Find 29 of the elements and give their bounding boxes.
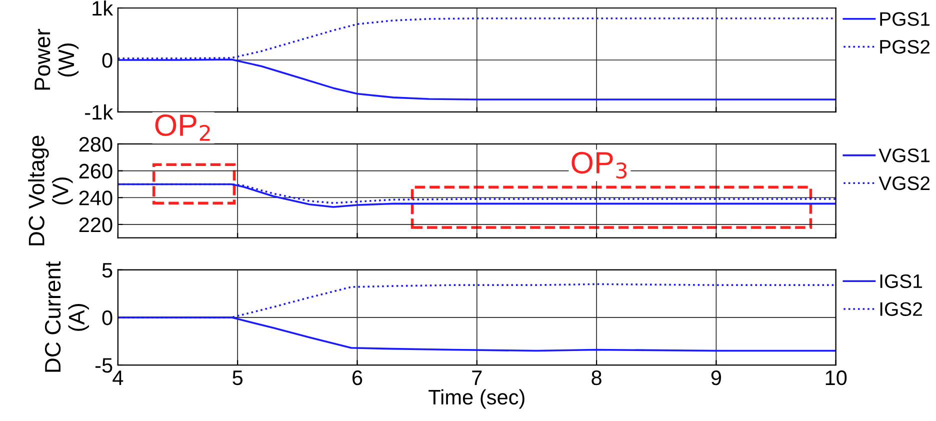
x-tick-label: 9 xyxy=(711,370,721,386)
annotation: OP$_{3}$ xyxy=(572,152,627,179)
x-tick-label: 4 xyxy=(112,370,124,385)
text: VGS2 xyxy=(878,176,930,190)
x-tick-label: 7 xyxy=(472,370,482,385)
legend-label: IGS2 xyxy=(880,302,922,316)
legend-label: PGS2 xyxy=(880,40,930,54)
y-tick-label: 1k xyxy=(92,0,114,16)
y-tick-label: 240 xyxy=(79,190,112,206)
x-tick-label: 10 xyxy=(826,370,847,386)
x-tick-label: 5 xyxy=(232,370,243,386)
legend-label: IGS1 xyxy=(880,274,922,288)
text: VGS1 xyxy=(878,148,930,162)
y-tick-label: -1k xyxy=(85,104,114,120)
y-tick-label: 280 xyxy=(79,136,112,152)
y-axis-title: Power (W) xyxy=(34,28,79,90)
y-tick-label: 0 xyxy=(102,310,112,326)
y-tick-label: 220 xyxy=(79,217,112,232)
legend-label: PGS1 xyxy=(880,12,930,26)
y-axis-title: DC Voltage (V) xyxy=(28,136,73,246)
x-axis-title: Time (sec) xyxy=(428,389,524,409)
text: OP$_{2}$ xyxy=(155,114,210,141)
y-tick-label: 5 xyxy=(102,263,112,278)
x-tick-label: 6 xyxy=(352,370,362,386)
x-tick-label: 8 xyxy=(592,370,602,386)
y-tick-label: 0 xyxy=(102,52,112,68)
y-tick-label: 260 xyxy=(79,164,112,179)
y-tick-label: -5 xyxy=(95,358,112,373)
y-axis-title: DC Current (A) xyxy=(44,261,89,372)
